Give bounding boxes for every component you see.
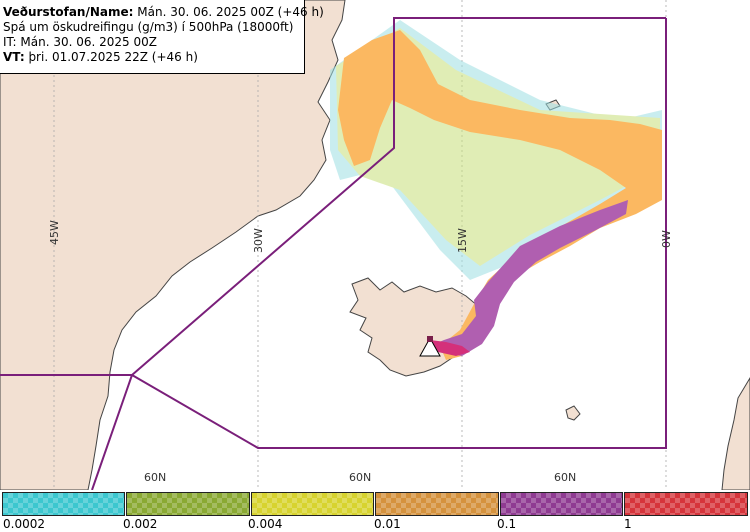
- lon-label-30w: 30W: [252, 228, 265, 253]
- legend-swatch-5: [500, 492, 623, 516]
- legend-label-1: 0.0002: [3, 517, 45, 531]
- lat-label-2: 60N: [349, 471, 371, 484]
- longitude-labels: 45W 30W 15W 0W: [48, 220, 673, 253]
- volcano-marker-icon: [419, 336, 441, 357]
- concentration-legend: 0.0002 0.002 0.004 0.01 0.1 1: [0, 490, 750, 532]
- legend-label-6: 1: [624, 517, 632, 531]
- faroe-islands: [565, 405, 581, 421]
- legend-swatch-3: [251, 492, 374, 516]
- east-landmass: [721, 377, 750, 490]
- greenland-landmass: [0, 0, 346, 490]
- legend-label-4: 0.01: [374, 517, 401, 531]
- info-line-issue-time: IT: Mán. 30. 06. 2025 00Z: [3, 35, 157, 49]
- info-line-description: Spá um öskudreifingu (g/m3) í 500hPa (18…: [3, 20, 294, 34]
- airspace-boundary: [0, 17, 667, 490]
- legend-label-2: 0.002: [123, 517, 158, 531]
- legend-swatch-6: [624, 492, 748, 516]
- forecast-info-box: Veðurstofan/Name: Mán. 30. 06. 2025 00Z …: [0, 0, 324, 74]
- info-line-valid-time: VT: þri. 01.07.2025 22Z (+46 h): [3, 50, 198, 64]
- lat-label-3: 60N: [554, 471, 576, 484]
- ash-forecast-map: 45W 30W 15W 0W 60N 60N 60N: [0, 0, 750, 490]
- legend-swatch-2: [126, 492, 250, 516]
- ash-plume-mid: [338, 30, 662, 360]
- latitude-labels: 60N 60N 60N: [144, 471, 576, 484]
- lon-label-0w: 0W: [660, 230, 673, 248]
- ash-plume-peak: [430, 340, 470, 356]
- legend-label-3: 0.004: [248, 517, 283, 531]
- ash-plume-high: [430, 200, 628, 356]
- legend-swatch-1: [2, 492, 125, 516]
- lon-label-15w: 15W: [456, 228, 469, 253]
- info-line-issuer: Veðurstofan/Name: Mán. 30. 06. 2025 00Z …: [3, 5, 324, 19]
- lat-label-1: 60N: [144, 471, 166, 484]
- legend-swatch-4: [375, 492, 499, 516]
- lon-label-45w: 45W: [48, 220, 61, 245]
- legend-label-5: 0.1: [497, 517, 517, 531]
